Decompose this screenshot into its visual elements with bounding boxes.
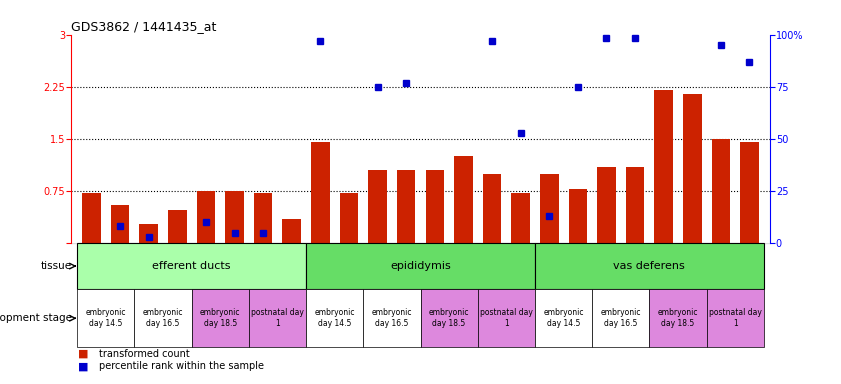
Bar bbox=[535, 289, 592, 348]
Text: embryonic
day 16.5: embryonic day 16.5 bbox=[372, 308, 412, 328]
Text: embryonic
day 14.5: embryonic day 14.5 bbox=[86, 308, 126, 328]
Text: embryonic
day 14.5: embryonic day 14.5 bbox=[315, 308, 355, 328]
Bar bbox=[426, 170, 444, 243]
Text: development stage: development stage bbox=[0, 313, 72, 323]
Bar bbox=[82, 193, 101, 243]
Bar bbox=[140, 224, 158, 243]
Bar bbox=[626, 167, 644, 243]
Bar bbox=[306, 289, 363, 348]
Text: postnatal day
1: postnatal day 1 bbox=[709, 308, 762, 328]
Text: embryonic
day 18.5: embryonic day 18.5 bbox=[658, 308, 698, 328]
Bar bbox=[483, 174, 501, 243]
Bar bbox=[197, 191, 215, 243]
Bar bbox=[111, 205, 130, 243]
Bar bbox=[249, 289, 306, 348]
Bar bbox=[225, 191, 244, 243]
Bar bbox=[478, 289, 535, 348]
Bar bbox=[706, 289, 764, 348]
Text: postnatal day
1: postnatal day 1 bbox=[480, 308, 532, 328]
Bar bbox=[168, 210, 187, 243]
Bar bbox=[311, 142, 330, 243]
Text: vas deferens: vas deferens bbox=[613, 261, 685, 271]
Bar bbox=[420, 289, 478, 348]
Bar bbox=[649, 289, 706, 348]
Bar bbox=[592, 289, 649, 348]
Bar bbox=[740, 142, 759, 243]
Bar bbox=[683, 94, 701, 243]
Text: embryonic
day 16.5: embryonic day 16.5 bbox=[143, 308, 183, 328]
Text: tissue: tissue bbox=[41, 261, 72, 271]
Bar bbox=[77, 243, 306, 289]
Text: embryonic
day 16.5: embryonic day 16.5 bbox=[600, 308, 641, 328]
Bar bbox=[368, 170, 387, 243]
Bar bbox=[192, 289, 249, 348]
Text: embryonic
day 18.5: embryonic day 18.5 bbox=[200, 308, 241, 328]
Bar bbox=[654, 90, 673, 243]
Text: ■: ■ bbox=[78, 361, 89, 371]
Text: transformed count: transformed count bbox=[99, 349, 190, 359]
Bar bbox=[511, 193, 530, 243]
Bar bbox=[283, 219, 301, 243]
Bar bbox=[535, 243, 764, 289]
Bar bbox=[306, 243, 535, 289]
Bar bbox=[77, 289, 135, 348]
Bar bbox=[711, 139, 730, 243]
Bar bbox=[569, 189, 587, 243]
Text: embryonic
day 14.5: embryonic day 14.5 bbox=[543, 308, 584, 328]
Bar bbox=[135, 289, 192, 348]
Text: ■: ■ bbox=[78, 349, 89, 359]
Text: epididymis: epididymis bbox=[390, 261, 451, 271]
Text: GDS3862 / 1441435_at: GDS3862 / 1441435_at bbox=[71, 20, 217, 33]
Bar bbox=[363, 289, 420, 348]
Text: efferent ducts: efferent ducts bbox=[152, 261, 231, 271]
Text: embryonic
day 18.5: embryonic day 18.5 bbox=[429, 308, 469, 328]
Text: percentile rank within the sample: percentile rank within the sample bbox=[99, 361, 264, 371]
Text: postnatal day
1: postnatal day 1 bbox=[251, 308, 304, 328]
Bar bbox=[597, 167, 616, 243]
Bar bbox=[397, 170, 415, 243]
Bar bbox=[254, 193, 272, 243]
Bar bbox=[340, 193, 358, 243]
Bar bbox=[540, 174, 558, 243]
Bar bbox=[454, 156, 473, 243]
